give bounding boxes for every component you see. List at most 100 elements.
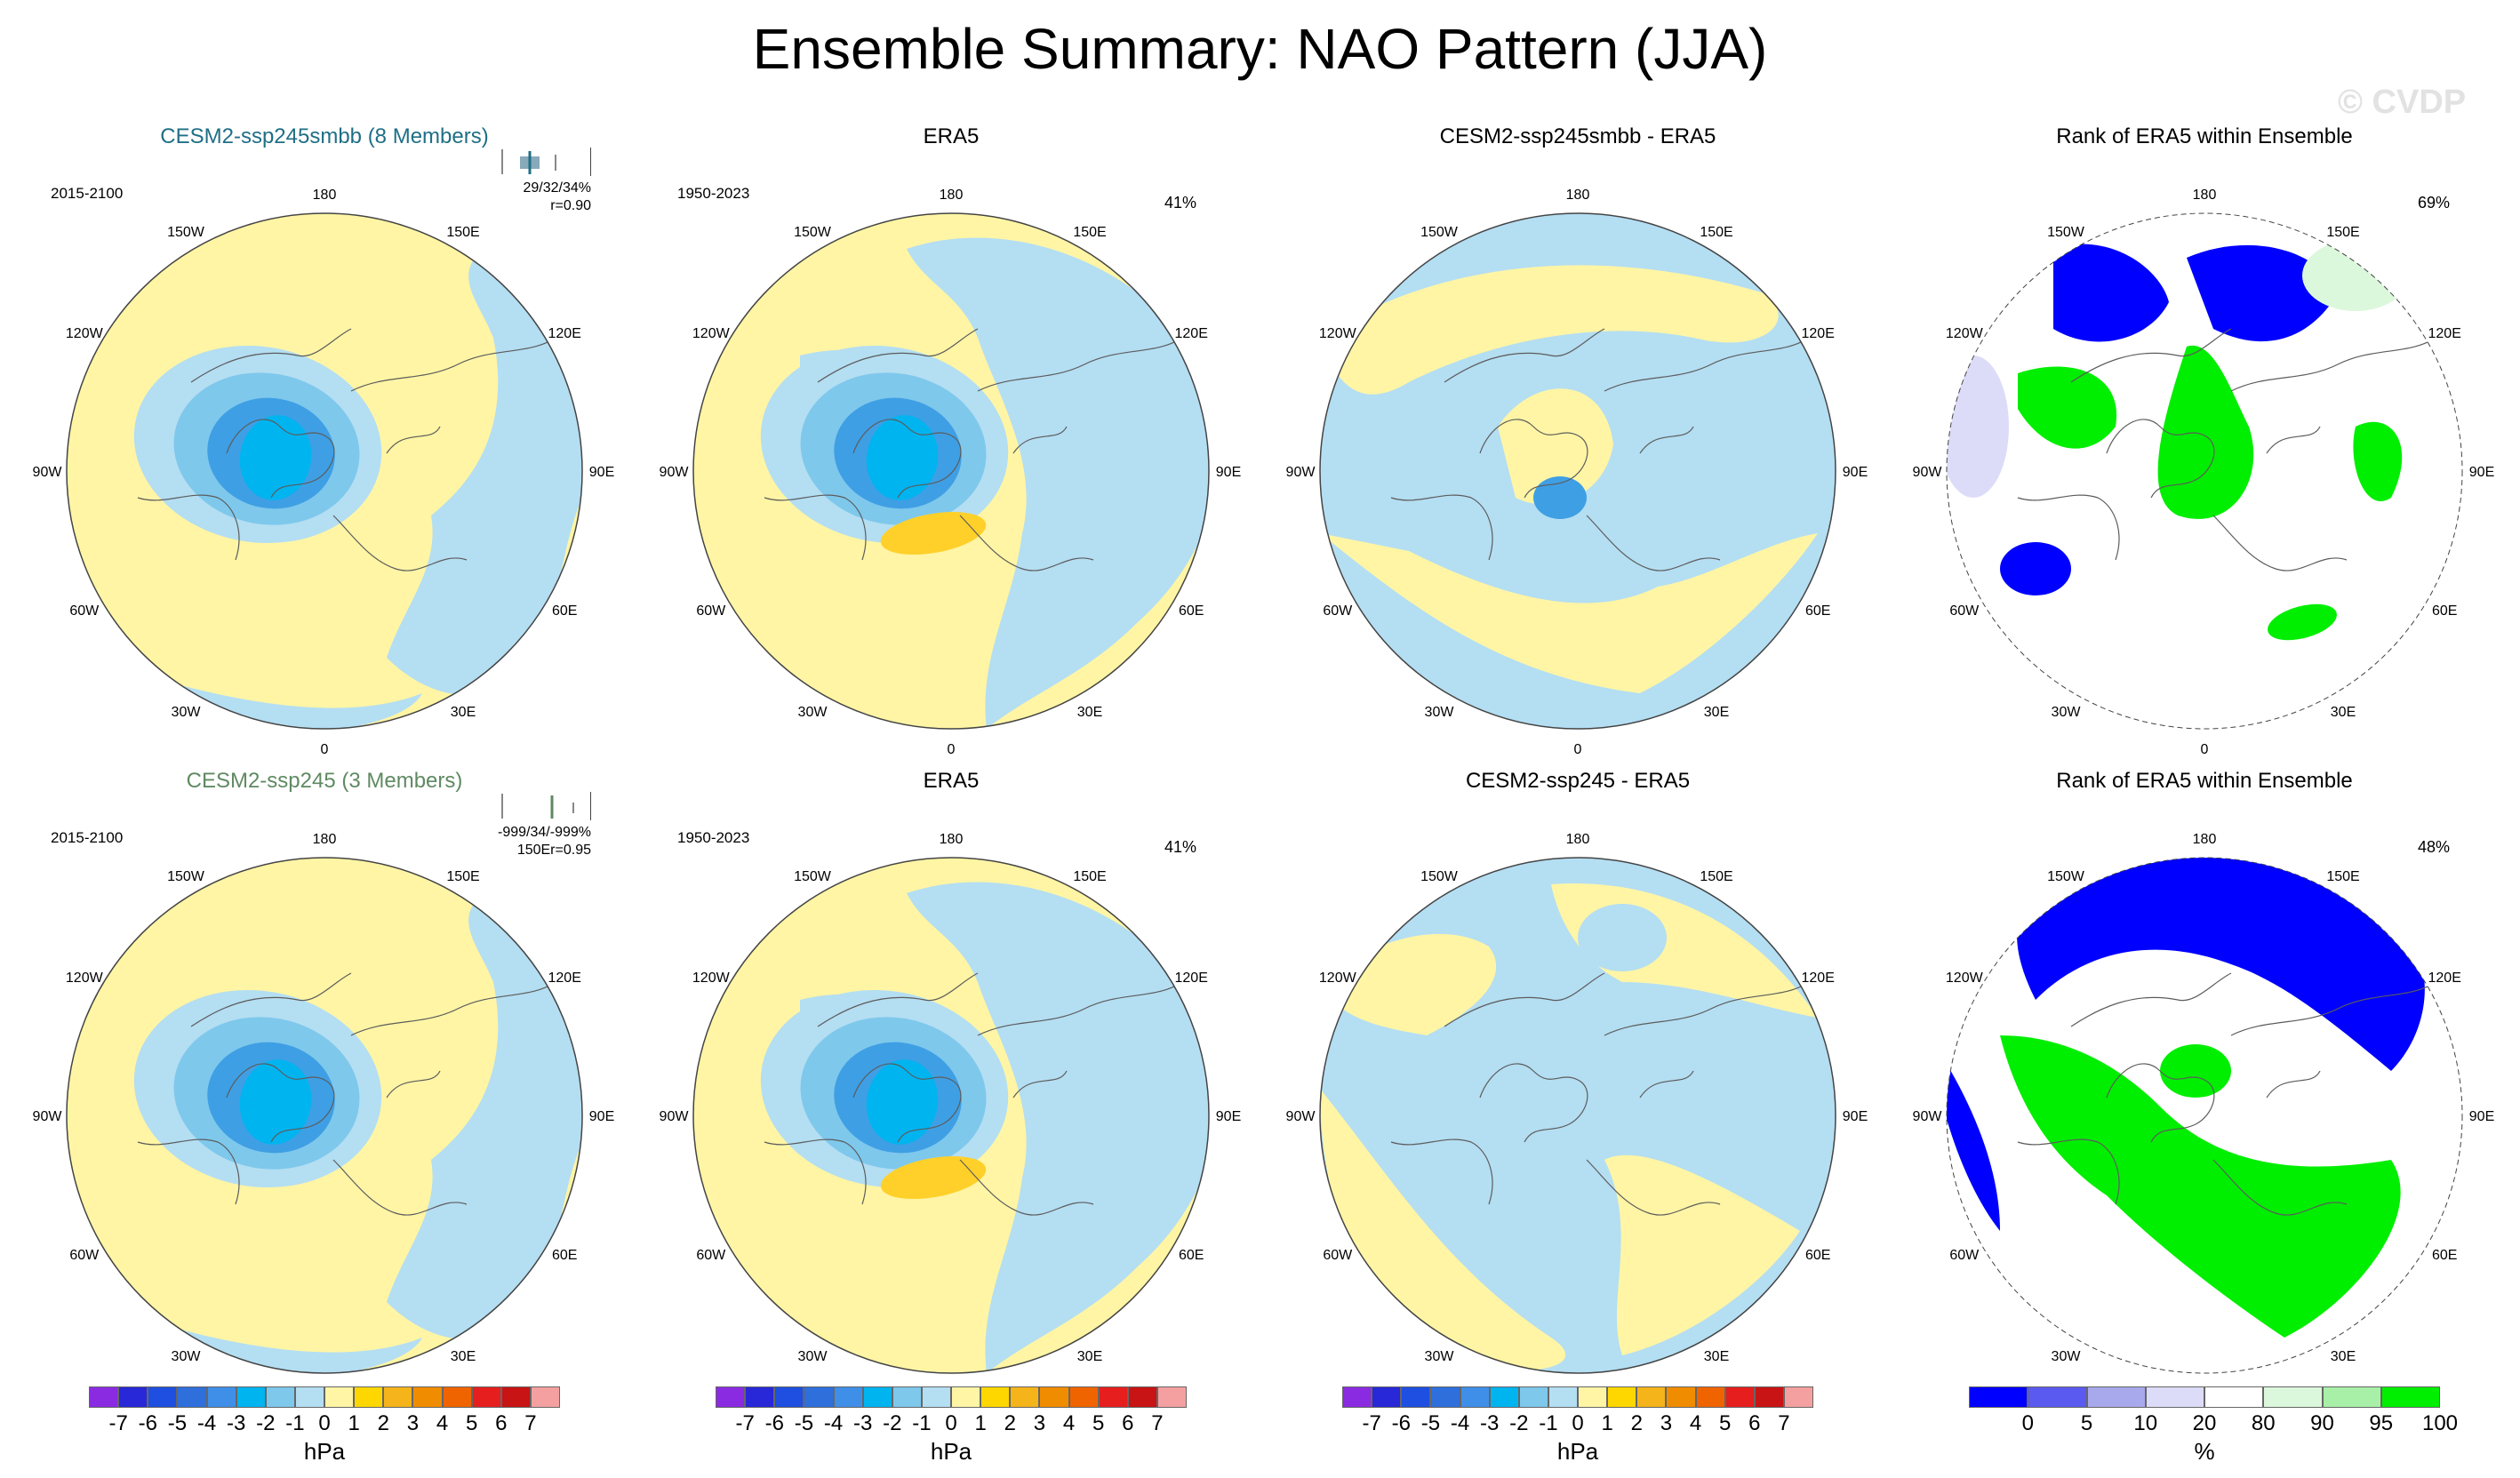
colorbar-tick: 95 — [2369, 1411, 2394, 1435]
colorbar-tick: -1 — [912, 1411, 932, 1435]
longitude-label: 60W — [1949, 603, 1980, 619]
colorbar-tick: -7 — [735, 1411, 755, 1435]
longitude-label: 60E — [552, 603, 577, 619]
colorbar-tick: 6 — [1122, 1411, 1134, 1435]
high-rank-region — [2353, 421, 2403, 501]
longitude-label: 60W — [696, 1248, 726, 1263]
colorbar-swatch — [833, 1386, 863, 1408]
variance-explained: 41% — [1164, 838, 1197, 856]
longitude-label: 90E — [1216, 465, 1241, 480]
rank-percent: 48% — [2418, 838, 2451, 856]
colorbar-swatch — [265, 1386, 295, 1408]
colorbar-swatch — [1783, 1386, 1813, 1408]
colorbar-swatch — [1401, 1386, 1431, 1408]
colorbar-swatch — [2380, 1386, 2440, 1408]
colorbar-swatch — [951, 1386, 981, 1408]
panel-title: CESM2-ssp245 (3 Members) — [186, 769, 463, 793]
colorbar-tick: -4 — [1450, 1411, 1470, 1435]
longitude-label: 30W — [1425, 705, 1455, 720]
colorbar-swatch — [774, 1386, 804, 1408]
colorbar-swatch — [206, 1386, 236, 1408]
longitude-label: 30E — [1704, 705, 1729, 720]
longitude-label: 0 — [2201, 742, 2209, 757]
colorbar-swatch — [383, 1386, 413, 1408]
longitude-label: 150E — [446, 869, 479, 884]
longitude-label: 120W — [1946, 971, 1984, 986]
colorbar-units-label: hPa — [1556, 1438, 1599, 1465]
low-rank-region — [2053, 244, 2169, 342]
stats-correlation: 150Er=0.95 — [516, 843, 591, 858]
positive-anomaly-region — [1604, 1154, 1800, 1355]
longitude-label: 150W — [794, 869, 832, 884]
colorbar-swatch — [412, 1386, 443, 1408]
period-label: 1950-2023 — [677, 829, 750, 846]
coastlines — [1390, 328, 1810, 571]
colorbar-hpa-1: -7 -6 -5 -4 -3 -2 -1 0 1 2 3 4 5 6 7 hPa — [89, 1386, 560, 1475]
longitude-label: 180 — [1566, 832, 1590, 847]
colorbar-tick: -2 — [883, 1411, 902, 1435]
colorbar-swatch — [118, 1386, 148, 1408]
colorbar-tick: -7 — [108, 1411, 128, 1435]
coastlines — [2017, 972, 2436, 1216]
longitude-label: 90W — [1913, 1109, 1943, 1124]
colorbar-swatch — [804, 1386, 834, 1408]
longitude-label: 60W — [696, 603, 726, 619]
colorbar-tick: 5 — [2080, 1411, 2093, 1435]
colorbar-swatch — [324, 1386, 355, 1408]
longitude-label: 60W — [69, 1248, 100, 1263]
colorbar-tick: -6 — [138, 1411, 157, 1435]
colorbar-swatch — [1695, 1386, 1725, 1408]
coastlines — [764, 328, 1183, 571]
colorbar-swatch — [1372, 1386, 1402, 1408]
longitude-label: 60W — [69, 603, 100, 619]
low-rank-region — [2017, 858, 2425, 1071]
longitude-label: 60E — [1805, 1248, 1830, 1263]
longitude-label: 120E — [2428, 971, 2461, 986]
colorbar-tick: -6 — [1391, 1411, 1411, 1435]
colorbar-swatch — [2028, 1386, 2087, 1408]
longitude-label: 120E — [548, 971, 581, 986]
colorbar-tick: 6 — [1748, 1411, 1761, 1435]
longitude-label: 0 — [321, 742, 329, 757]
high-rank-region — [2018, 366, 2117, 449]
colorbar-tick: -3 — [852, 1411, 873, 1435]
coastlines — [1390, 972, 1810, 1216]
polar-map-nao: 180 150E 120E 90E 60E 30E 0 30W 60W 90W 120W 150W — [33, 188, 615, 757]
longitude-label: 30E — [1077, 1349, 1102, 1364]
period-label: 2015-2100 — [51, 185, 124, 202]
panel-row2-rank: Rank of ERA5 within Ensemble 48% 180 150E… — [1893, 769, 2516, 1409]
colorbar-rank: 0 5 10 20 80 90 95 100% — [1969, 1386, 2458, 1475]
map-boundary — [692, 212, 1210, 730]
panel-row2-model: CESM2-ssp245 (3 Members) 2015-2100 -999/… — [13, 769, 636, 1409]
longitude-label: 30E — [2331, 705, 2356, 720]
colorbar-tick: 2 — [1004, 1411, 1016, 1435]
colorbar-swatch — [1127, 1386, 1157, 1408]
longitude-label: 120W — [1319, 326, 1357, 341]
longitude-label: 30W — [172, 705, 202, 720]
positive-anomaly-region — [1498, 388, 1613, 505]
map-boundary — [1946, 212, 2463, 730]
negative-anomaly-region — [1049, 507, 1156, 578]
longitude-label: 180 — [2193, 832, 2217, 847]
longitude-label: 120E — [2428, 326, 2461, 341]
colorbar-tick: 10 — [2133, 1411, 2158, 1435]
colorbar-tick: 0 — [2021, 1411, 2034, 1435]
longitude-label: 30E — [1077, 705, 1102, 720]
colorbar-tick: 0 — [945, 1411, 957, 1435]
colorbar-tick: -5 — [167, 1411, 188, 1435]
colorbar-swatch — [980, 1386, 1011, 1408]
variance-explained: 41% — [1164, 194, 1197, 212]
longitude-label: 120W — [66, 971, 104, 986]
map-boundary — [1319, 857, 1836, 1374]
rank-percent: 69% — [2418, 194, 2451, 212]
longitude-label: 120W — [692, 971, 731, 986]
longitude-label: 150E — [1700, 225, 1732, 240]
positive-anomaly-core — [880, 511, 987, 555]
cvdp-watermark: © CVDP — [2338, 84, 2467, 121]
colorbar-swatch — [2322, 1386, 2381, 1408]
longitude-label: 180 — [940, 832, 964, 847]
colorbar-tick: 3 — [406, 1411, 420, 1435]
longitude-label: 90E — [1216, 1109, 1241, 1124]
